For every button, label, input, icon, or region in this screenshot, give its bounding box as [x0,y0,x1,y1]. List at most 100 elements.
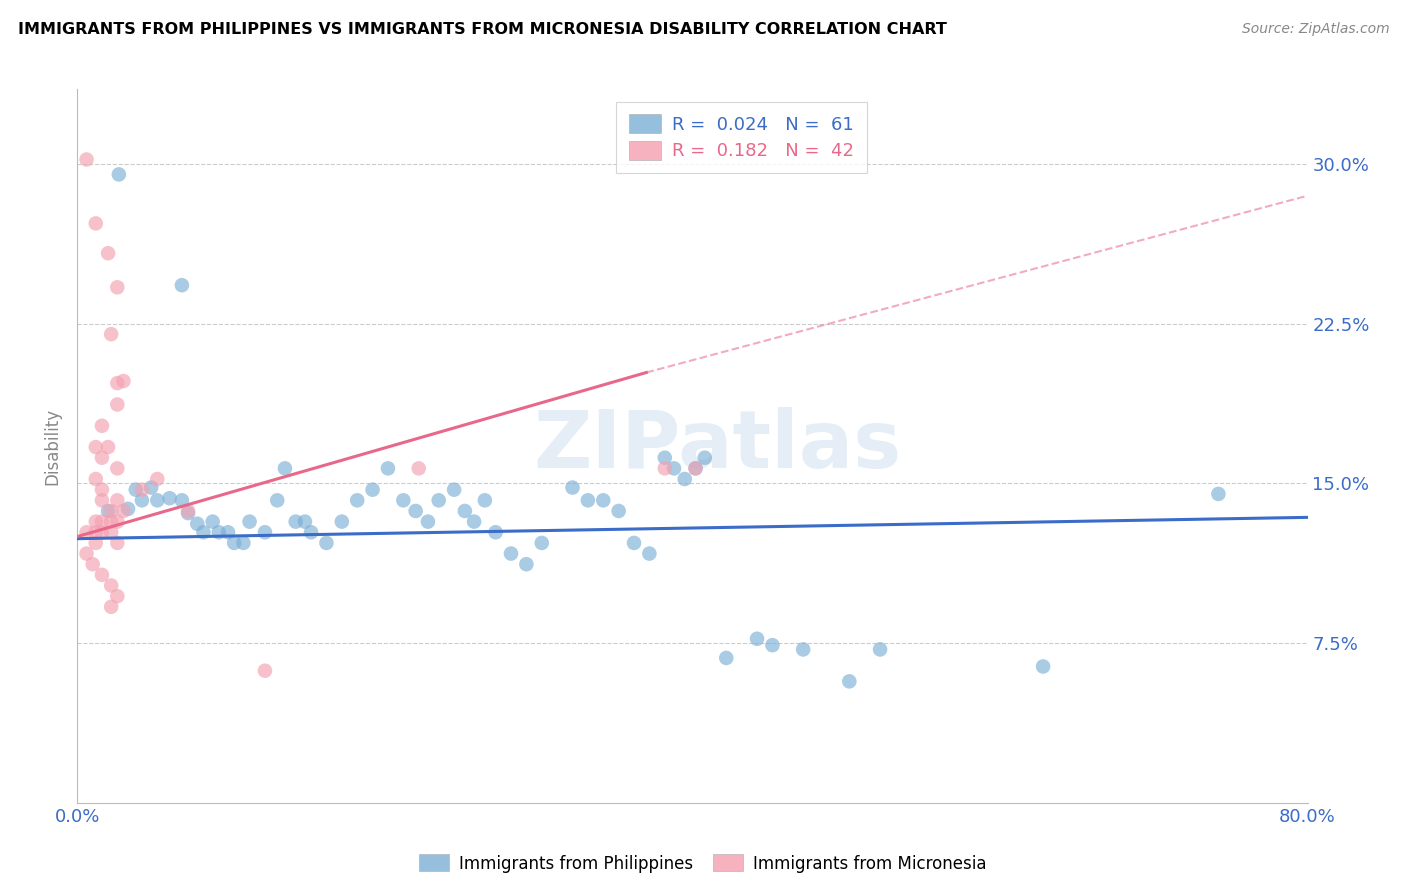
Point [100,327,122,342]
Point [90,567,114,582]
Point [97,504,120,518]
Point [405,504,427,518]
Point [105,515,128,529]
Point [100,599,122,614]
Point [90,450,114,465]
Point [105,280,128,294]
Point [232,536,254,550]
Point [408,461,430,475]
Point [76,153,98,167]
Point [100,525,122,540]
Point [141,481,163,495]
Point [284,515,307,529]
Point [90,515,114,529]
Point [330,515,353,529]
Point [177,506,200,520]
Point [224,536,246,550]
Point [131,483,153,497]
Point [253,525,276,540]
Y-axis label: Disability: Disability [44,408,62,484]
Point [90,525,114,540]
Point [159,491,181,506]
Text: ZIPatlas: ZIPatlas [533,407,901,485]
Point [84,525,107,540]
Point [1208,487,1230,501]
Point [84,536,107,550]
Point [170,278,193,293]
Point [239,515,262,529]
Point [90,483,114,497]
Point [499,547,522,561]
Point [217,525,239,540]
Point [84,216,107,230]
Point [561,481,583,495]
Point [294,515,316,529]
Point [76,547,98,561]
Point [105,589,128,603]
Point [97,246,120,260]
Text: IMMIGRANTS FROM PHILIPPINES VS IMMIGRANTS FROM MICRONESIA DISABILITY CORRELATION: IMMIGRANTS FROM PHILIPPINES VS IMMIGRANT… [18,22,948,37]
Legend: Immigrants from Philippines, Immigrants from Micronesia: Immigrants from Philippines, Immigrants … [412,847,994,880]
Point [474,493,496,508]
Point [266,493,288,508]
Point [146,472,169,486]
Point [662,461,685,475]
Point [100,504,122,518]
Point [208,525,231,540]
Point [693,450,716,465]
Point [638,547,661,561]
Text: Source: ZipAtlas.com: Source: ZipAtlas.com [1241,22,1389,37]
Point [392,493,415,508]
Point [76,525,98,540]
Point [131,493,153,508]
Point [90,418,114,433]
Point [443,483,465,497]
Point [838,674,860,689]
Point [454,504,477,518]
Point [685,461,707,475]
Point [125,483,148,497]
Point [105,536,128,550]
Point [253,664,276,678]
Point [84,515,107,529]
Point [274,461,297,475]
Point [530,536,553,550]
Point [673,472,696,486]
Point [105,493,128,508]
Point [82,558,104,572]
Point [792,642,814,657]
Point [105,461,128,475]
Point [515,558,537,572]
Point [186,516,208,531]
Point [346,493,368,508]
Point [485,525,508,540]
Point [654,450,676,465]
Point [463,515,485,529]
Point [117,501,139,516]
Point [84,440,107,454]
Point [377,461,399,475]
Point [193,525,215,540]
Point [761,638,783,652]
Point [623,536,645,550]
Point [299,525,322,540]
Point [361,483,384,497]
Point [90,493,114,508]
Point [592,493,614,508]
Point [108,168,131,182]
Point [100,515,122,529]
Point [100,578,122,592]
Point [685,461,707,475]
Point [146,493,169,508]
Point [105,376,128,391]
Point [1032,659,1054,673]
Point [576,493,599,508]
Point [654,461,676,475]
Point [745,632,768,646]
Point [112,504,135,518]
Point [112,374,135,388]
Legend: R =  0.024   N =  61, R =  0.182   N =  42: R = 0.024 N = 61, R = 0.182 N = 42 [616,102,868,173]
Point [170,493,193,508]
Point [416,515,439,529]
Point [869,642,891,657]
